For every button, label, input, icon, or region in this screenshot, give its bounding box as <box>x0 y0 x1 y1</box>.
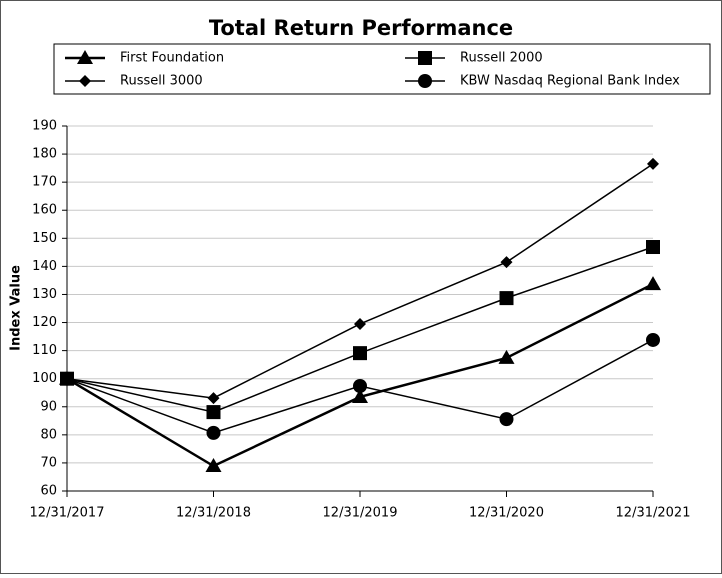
data-point <box>646 332 660 347</box>
x-tick-label: 12/31/2021 <box>616 506 691 521</box>
y-tick-label: 160 <box>32 203 57 218</box>
data-point <box>353 346 367 361</box>
y-tick-label: 150 <box>32 231 57 246</box>
data-point <box>645 276 661 291</box>
data-point <box>206 405 221 420</box>
data-point <box>499 412 514 427</box>
data-point <box>500 256 513 269</box>
data-point <box>205 458 222 473</box>
legend-marker <box>418 51 432 65</box>
legend-marker <box>77 50 93 64</box>
legend-label: KBW Nasdaq Regional Bank Index <box>460 74 680 89</box>
legend-label: Russell 3000 <box>120 74 203 89</box>
x-tick-label: 12/31/2018 <box>176 506 251 521</box>
y-tick-label: 60 <box>40 484 57 499</box>
y-tick-label: 110 <box>32 343 57 358</box>
data-point <box>647 157 659 170</box>
x-tick-label: 12/31/2017 <box>30 506 105 521</box>
y-tick-label: 140 <box>32 259 57 274</box>
legend-label: Russell 2000 <box>460 51 543 66</box>
legend-marker <box>79 75 91 87</box>
y-tick-label: 190 <box>32 119 57 134</box>
data-point <box>206 425 221 440</box>
y-tick-label: 80 <box>40 427 57 442</box>
y-tick-label: 70 <box>40 455 57 470</box>
y-axis-label: Index Value <box>9 265 24 351</box>
y-tick-label: 120 <box>32 315 57 330</box>
legend-box <box>53 43 711 95</box>
chart-title: Total Return Performance <box>209 16 513 40</box>
y-tick-label: 90 <box>40 399 57 414</box>
y-tick-label: 130 <box>32 287 57 302</box>
data-point <box>354 317 366 330</box>
data-point <box>60 371 74 386</box>
y-tick-label: 100 <box>32 371 57 386</box>
data-point <box>499 291 514 306</box>
x-tick-label: 12/31/2019 <box>323 506 398 521</box>
y-tick-label: 170 <box>32 175 57 190</box>
legend-marker <box>418 74 432 88</box>
data-point <box>352 388 368 403</box>
data-point <box>498 349 515 364</box>
data-point <box>353 378 367 393</box>
y-tick-label: 180 <box>32 147 57 162</box>
legend-label: First Foundation <box>120 51 224 66</box>
data-point <box>207 392 220 405</box>
data-point <box>646 240 660 255</box>
x-tick-label: 12/31/2020 <box>469 506 544 521</box>
